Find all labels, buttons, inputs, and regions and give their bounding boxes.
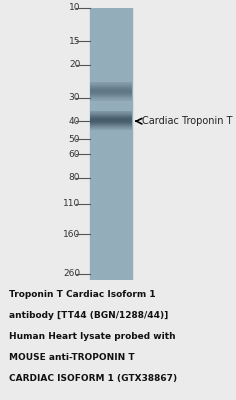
Text: 40: 40 xyxy=(69,117,80,126)
Text: 20: 20 xyxy=(69,60,80,69)
Text: 15: 15 xyxy=(69,36,80,46)
Text: 160: 160 xyxy=(63,230,80,239)
Text: 30: 30 xyxy=(69,93,80,102)
Text: 10: 10 xyxy=(69,4,80,12)
Text: Troponin T Cardiac Isoform 1: Troponin T Cardiac Isoform 1 xyxy=(9,290,156,298)
Text: MOUSE anti-TROPONIN T: MOUSE anti-TROPONIN T xyxy=(9,353,135,362)
Text: 110: 110 xyxy=(63,199,80,208)
Text: 50: 50 xyxy=(69,135,80,144)
Text: antibody [TT44 (BGN/1288/44)]: antibody [TT44 (BGN/1288/44)] xyxy=(9,310,169,320)
Text: 260: 260 xyxy=(63,270,80,278)
Text: 80: 80 xyxy=(69,173,80,182)
Bar xyxy=(90,8,132,280)
Text: 60: 60 xyxy=(69,150,80,159)
Text: Cardiac Troponin T: Cardiac Troponin T xyxy=(142,116,232,126)
Text: Human Heart lysate probed with: Human Heart lysate probed with xyxy=(9,332,176,340)
Text: CARDIAC ISOFORM 1 (GTX38867): CARDIAC ISOFORM 1 (GTX38867) xyxy=(9,374,177,382)
